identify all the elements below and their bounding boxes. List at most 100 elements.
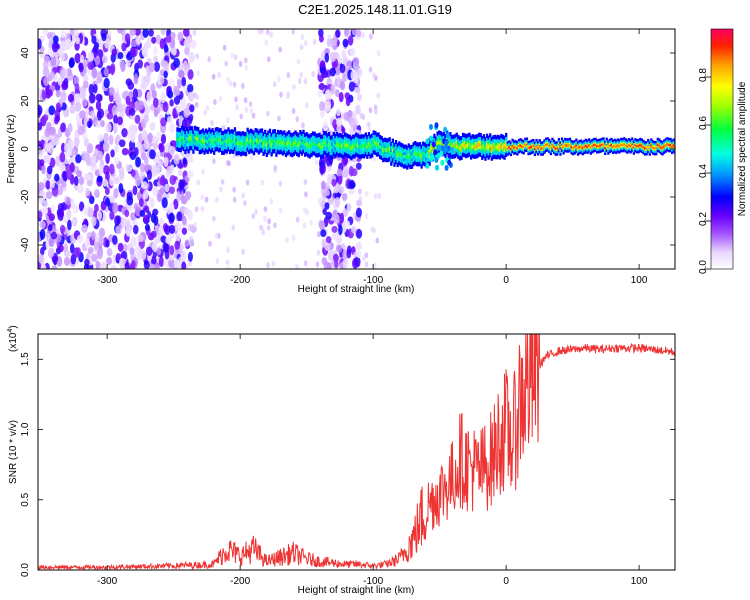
heatmap-cell [291,234,296,241]
heatmap-cell [331,145,334,150]
heatmap-cell [415,152,418,157]
heatmap-cell [500,144,503,148]
heatmap-cell [159,217,164,228]
heatmap-cell [125,95,131,106]
heatmap-cell [144,75,150,87]
heatmap-cell [222,44,227,51]
heatmap-cell [602,143,605,146]
heatmap-cell [259,138,262,143]
heatmap-cell [176,105,183,113]
heatmap-cell [69,105,76,114]
snr-background [38,334,675,570]
heatmap-cell [41,164,46,175]
heatmap-cell [443,126,448,133]
heatmap-cell [568,143,572,146]
heatmap-cell [108,134,114,145]
heatmap-cell [404,154,407,159]
heatmap-cell [221,124,226,131]
heatmap-cell [159,38,165,50]
heatmap-cell [358,195,363,202]
heatmap-cell [264,139,267,144]
heatmap-cell [429,135,434,142]
heatmap-cell [225,139,229,144]
heatmap-cell [150,230,157,238]
heatmap-cell [47,89,54,97]
heatmap-cell [139,162,145,173]
heatmap-cell [172,107,177,119]
heatmap-cell [225,259,230,266]
heatmap-cell [91,216,97,227]
heatmap-cell [161,197,168,209]
heatmap-cell [318,143,321,147]
heatmap-cell [267,218,271,225]
heatmap-cell [169,39,176,49]
heatmap-cell [189,136,192,141]
heatmap-cell [139,209,146,217]
heatmap-cell [181,261,187,269]
heatmap-cell [311,141,315,146]
heatmap-cell [672,144,675,147]
heatmap-cell [74,101,82,112]
heatmap-cell [116,116,124,126]
heatmap-cell [232,196,237,203]
heatmap-cell [659,146,663,149]
heatmap-cell [113,123,118,134]
heatmap-cell [607,146,610,149]
heatmap-cell [318,34,324,43]
heatmap-cell [580,145,583,148]
heatmap-cell [343,142,347,147]
heatmap-cell [334,144,337,148]
heatmap-cell [257,29,262,35]
heatmap-cell [228,140,232,144]
heatmap-cell [46,165,53,175]
heatmap-cell [173,57,180,69]
heatmap-cell [96,210,102,221]
heatmap-cell [541,147,545,150]
heatmap-cell [303,260,308,267]
heatmap-cell [39,221,46,229]
heatmap-cell [422,151,425,156]
snr-y-label: SNR (10 * v/v) [8,420,19,484]
heatmap-cell [73,136,80,148]
heatmap-cell [215,258,220,265]
heatmap-cell [533,147,537,150]
heatmap-cell [619,143,623,147]
heatmap-cell [90,230,96,241]
heatmap-cell [492,145,495,150]
heatmap-cell [130,48,137,58]
heatmap-cell [355,241,362,251]
heatmap-cell [318,82,325,90]
heatmap-cell [42,114,49,122]
heatmap-cell [239,113,244,120]
heatmap-cell [94,55,101,66]
heatmap-cell [509,147,513,151]
heatmap-cell [153,61,160,73]
heatmap-cell [273,222,277,229]
heatmap-cell [640,144,643,147]
heatmap-cell [178,69,185,79]
heatmap-cell [168,212,175,223]
heatmap-cell [278,207,283,214]
colorbar-gradient [710,28,734,270]
heatmap-cell [120,217,127,228]
heatmap-cell [443,146,448,153]
heatmap-cell [359,144,363,149]
heatmap-cell [118,182,124,194]
heatmap-cell [128,108,136,116]
heatmap-cell [120,250,127,261]
heatmap-cell [169,202,175,213]
colorbar-tick-label: 0.6 [698,116,709,130]
heatmap-cell [572,147,575,150]
heatmap-cell [38,38,42,50]
heatmap-cell [552,145,556,148]
heatmap-cell [38,181,45,191]
heatmap-cell [51,265,58,269]
heatmap-cell [72,204,80,214]
heatmap-cell [266,262,270,269]
snr-y-ticks: 0.0 0.5 1.0 1.5 [20,352,675,577]
heatmap-cell [327,142,331,146]
heatmap-cell [357,67,363,78]
heatmap-cell [83,36,89,46]
heatmap-cell [243,142,246,146]
heatmap-cell [176,211,183,222]
